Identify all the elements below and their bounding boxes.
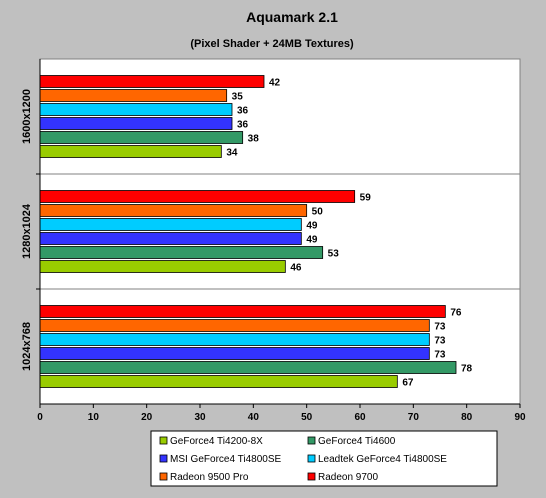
x-tick-label: 80 [461,412,473,423]
bar [39,232,302,245]
axes: 0 10 20 30 40 50 60 70 80 90 1600x1200 1280x1024 102… [21,59,526,423]
category-label: 1280x1024 [21,203,33,259]
x-tick-label: 10 [88,412,100,423]
bar [39,145,222,158]
bar [39,218,302,231]
legend-entry-label: Radeon 9700 [318,472,378,483]
bar [39,75,265,88]
bar [39,131,244,144]
legend-swatch [307,436,316,445]
legend-box [150,430,498,487]
legend: GeForce4 Ti4200-8X GeForce4 Ti4600 MSI GeF… [150,430,498,487]
x-tick-label: 90 [514,412,526,423]
bar-value-label: 59 [360,193,372,204]
bar-value-label: 53 [328,249,340,260]
plot-area [39,58,521,405]
bar-value-label: 73 [434,350,446,361]
bar [39,375,398,388]
legend-swatch [307,472,316,481]
bar [39,333,430,346]
legend-swatch [159,454,168,463]
bar [39,89,228,102]
chart-subtitle: (Pixel Shader + 24MB Textures) [190,38,354,50]
legend-swatch [159,436,168,445]
bar-value-label: 49 [306,221,318,232]
bar [39,319,430,332]
bar-value-label: 67 [402,378,414,389]
legend-entry-label: GeForce4 Ti4200-8X [170,436,263,447]
bar-value-label: 73 [434,322,446,333]
bar [39,260,286,273]
bar-value-label: 49 [306,235,318,246]
legend-entry-label: GeForce4 Ti4600 [318,436,396,447]
legend-swatch [307,454,316,463]
x-tick-label: 30 [194,412,206,423]
x-tick-label: 0 [37,412,43,423]
bar [39,361,457,374]
bars: 42 35 36 36 38 34 59 50 49 49 53 46 76 73 73 73 78 67 [39,75,473,389]
category-label: 1024x768 [21,322,33,371]
bar [39,347,430,360]
bar-value-label: 73 [434,336,446,347]
x-tick-label: 20 [141,412,153,423]
category-label: 1600x1200 [21,89,33,144]
bar-value-label: 38 [248,134,260,145]
bar-value-label: 50 [312,207,324,218]
grid-lines [40,173,520,290]
bar-value-label: 78 [461,364,473,375]
x-tick-label: 40 [248,412,260,423]
bar-value-label: 46 [290,263,302,274]
bar-value-label: 34 [226,148,238,159]
x-tick-label: 70 [408,412,420,423]
bar [39,117,233,130]
legend-swatch [159,472,168,481]
bar-value-label: 42 [269,78,281,89]
bar [39,103,233,116]
chart-title: Aquamark 2.1 [246,9,338,25]
bar [39,246,324,259]
legend-entry-label: MSI GeForce4 Ti4800SE [170,454,281,465]
bar-value-label: 36 [237,106,249,117]
bar-value-label: 76 [450,308,462,319]
x-tick-label: 50 [301,412,313,423]
legend-entry-label: Leadtek GeForce4 Ti4800SE [318,454,447,465]
bar [39,305,446,318]
bar-value-label: 35 [232,92,244,103]
legend-entry-label: Radeon 9500 Pro [170,472,249,483]
bar [39,190,356,203]
bar [39,204,308,217]
x-tick-label: 60 [354,412,366,423]
bar-value-label: 36 [237,120,249,131]
